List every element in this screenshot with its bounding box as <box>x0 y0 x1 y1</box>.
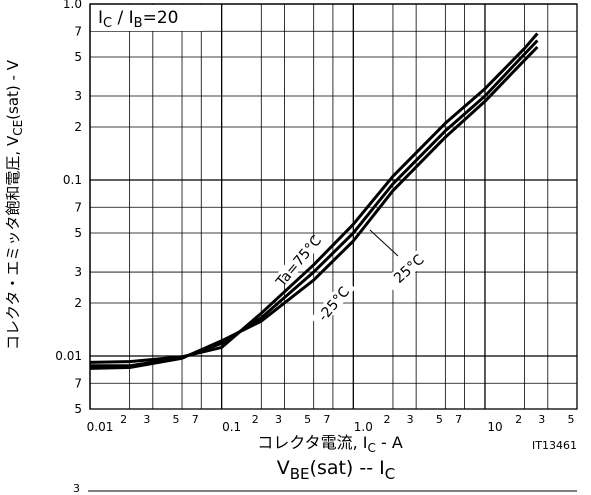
inset-part: C <box>103 16 112 31</box>
y-tick-label: 7 <box>74 376 82 390</box>
inset-box <box>91 5 203 31</box>
x-tick-label: 1.0 <box>354 420 373 434</box>
y-tick-label: 1.0 <box>63 0 82 11</box>
y-tick-label: 3 <box>74 89 82 103</box>
next-chart-title: VBE(sat) -- IC <box>277 457 395 483</box>
inset-part: =20 <box>143 8 179 28</box>
x-tick-label: 5 <box>173 413 180 426</box>
next-y-tick: 3 <box>73 482 80 495</box>
x-tick-label: 0.01 <box>87 420 114 434</box>
x-tick-label: 7 <box>323 413 330 426</box>
annotation-bg <box>275 235 321 286</box>
x-tick-label: 2 <box>120 413 127 426</box>
y-axis-label: コレクタ・エミッタ飽和電圧, VCE(sat) - V <box>4 59 25 350</box>
inset-part: I <box>98 8 103 28</box>
next-title-sub: C <box>385 465 395 483</box>
y-tick-label: 2 <box>74 120 82 134</box>
y-label-text: (sat) - V <box>4 59 22 120</box>
x-tick-label: 5 <box>304 413 311 426</box>
x-tick-label: 2 <box>515 413 522 426</box>
x-tick-label: 2 <box>252 413 259 426</box>
y-tick-label: 5 <box>74 50 82 64</box>
next-title-text: V <box>277 457 290 479</box>
y-tick-label: 7 <box>74 200 82 214</box>
series-label: -25°C <box>315 284 353 325</box>
inset-part: / I <box>112 8 134 28</box>
next-title-text: (sat) -- I <box>310 457 385 479</box>
y-tick-label: 5 <box>74 226 82 240</box>
x-tick-label: 3 <box>538 413 545 426</box>
x-tick-label: 7 <box>455 413 462 426</box>
annotation-leader <box>369 229 399 257</box>
figure-code: IT13461 <box>532 439 577 452</box>
x-tick-label: 3 <box>275 413 282 426</box>
y-tick-label: 2 <box>74 296 82 310</box>
plot-frame <box>89 3 578 410</box>
x-label-sub: C <box>367 441 375 455</box>
y-tick-label: 5 <box>74 402 82 416</box>
x-tick-label: 2 <box>383 413 390 426</box>
x-tick-label: 3 <box>143 413 150 426</box>
y-tick-label: 7 <box>74 24 82 38</box>
y-tick-label: 0.01 <box>55 349 82 363</box>
y-label-text: コレクタ・エミッタ飽和電圧, V <box>4 135 22 350</box>
x-tick-label: 3 <box>407 413 414 426</box>
x-tick-label: 0.1 <box>222 420 241 434</box>
x-tick-label: 7 <box>192 413 199 426</box>
x-label-text: - A <box>376 433 403 452</box>
y-label-sub: CE <box>11 120 25 136</box>
y-tick-label: 3 <box>74 265 82 279</box>
x-tick-label: 5 <box>436 413 443 426</box>
inset-label: IC / IB=20 <box>98 8 178 31</box>
x-tick-label: 5 <box>568 413 575 426</box>
inset-part: B <box>134 16 143 31</box>
annotation-bg <box>383 245 433 292</box>
x-tick-label: 10 <box>487 420 502 434</box>
curve <box>89 45 539 370</box>
annotation-bg <box>310 278 356 329</box>
next-title-sub: BE <box>290 465 310 483</box>
y-tick-label: 0.1 <box>63 173 82 187</box>
x-label-text: コレクタ電流, I <box>257 433 367 452</box>
x-axis-label: コレクタ電流, IC - A <box>257 433 403 455</box>
